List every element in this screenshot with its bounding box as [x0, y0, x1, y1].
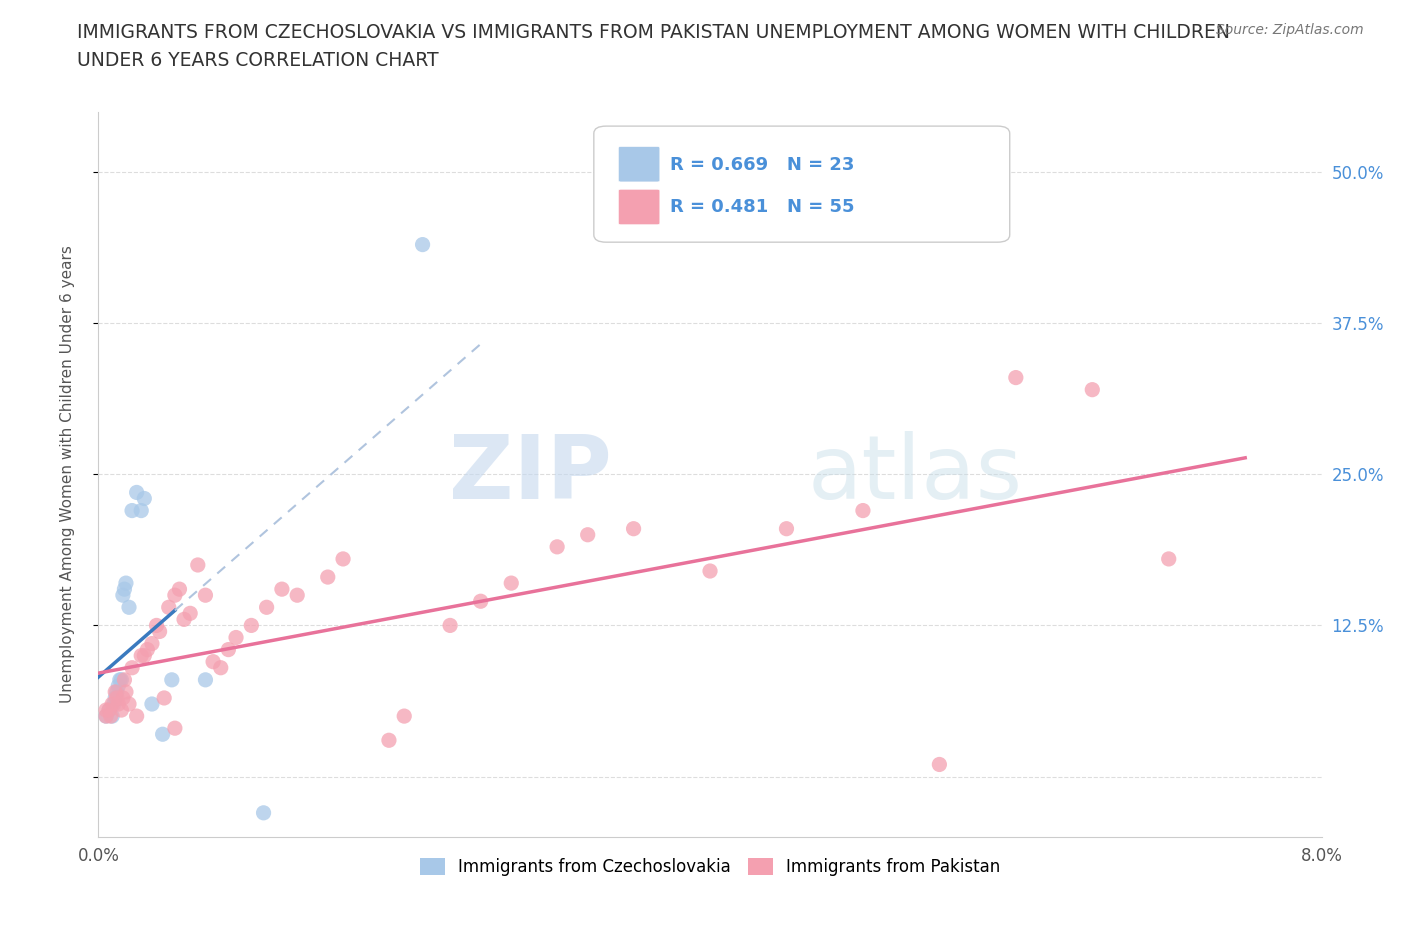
Point	[225, 631, 247, 645]
Text: UNDER 6 YEARS CORRELATION CHART: UNDER 6 YEARS CORRELATION CHART	[77, 51, 439, 70]
Point	[157, 600, 180, 615]
Point	[112, 672, 135, 687]
Point	[94, 703, 117, 718]
Point	[129, 503, 152, 518]
Point	[94, 709, 117, 724]
Point	[501, 576, 523, 591]
Point	[125, 709, 148, 724]
FancyBboxPatch shape	[619, 146, 659, 182]
Point	[94, 709, 117, 724]
Point	[470, 594, 492, 609]
Point	[118, 600, 141, 615]
Point	[194, 672, 217, 687]
Point	[105, 690, 128, 706]
Point	[121, 503, 143, 518]
Point	[149, 624, 172, 639]
FancyBboxPatch shape	[593, 126, 1010, 242]
Point	[105, 684, 128, 699]
Text: IMMIGRANTS FROM CZECHOSLOVAKIA VS IMMIGRANTS FROM PAKISTAN UNEMPLOYMENT AMONG WO: IMMIGRANTS FROM CZECHOSLOVAKIA VS IMMIGR…	[77, 23, 1230, 42]
Point	[179, 606, 201, 621]
Point	[104, 684, 127, 699]
Point	[100, 709, 122, 724]
Point	[240, 618, 263, 633]
Point	[107, 679, 129, 694]
Point	[209, 660, 232, 675]
Point	[104, 690, 127, 706]
Point	[160, 672, 183, 687]
Point	[108, 672, 131, 687]
Point	[111, 690, 134, 706]
Point	[169, 582, 191, 597]
Point	[316, 569, 339, 585]
Point	[256, 600, 278, 615]
Point	[152, 727, 174, 742]
Point	[115, 684, 138, 699]
Point	[623, 521, 645, 536]
Text: atlas: atlas	[808, 431, 1024, 518]
Point	[125, 485, 148, 500]
Point	[252, 805, 274, 820]
Point	[98, 703, 121, 718]
Text: R = 0.669   N = 23: R = 0.669 N = 23	[669, 155, 853, 174]
Point	[129, 648, 152, 663]
Point	[107, 697, 129, 711]
Point	[110, 672, 132, 687]
Point	[202, 655, 225, 670]
FancyBboxPatch shape	[619, 189, 659, 225]
Text: Source: ZipAtlas.com: Source: ZipAtlas.com	[1216, 23, 1364, 37]
Text: R = 0.481   N = 55: R = 0.481 N = 55	[669, 198, 855, 217]
Point	[775, 521, 797, 536]
Point	[852, 503, 875, 518]
Text: ZIP: ZIP	[450, 431, 612, 518]
Point	[121, 660, 143, 675]
Point	[928, 757, 950, 772]
Point	[194, 588, 217, 603]
Point	[136, 643, 159, 658]
Point	[173, 612, 195, 627]
Point	[110, 703, 132, 718]
Point	[412, 237, 434, 252]
Point	[285, 588, 308, 603]
Point	[103, 697, 125, 711]
Point	[141, 697, 163, 711]
Point	[163, 721, 186, 736]
Point	[378, 733, 401, 748]
Y-axis label: Unemployment Among Women with Children Under 6 years: Unemployment Among Women with Children U…	[60, 246, 75, 703]
Point	[187, 558, 209, 573]
Point	[115, 576, 138, 591]
Point	[576, 527, 599, 542]
Point	[145, 618, 167, 633]
Point	[163, 588, 186, 603]
Point	[101, 697, 124, 711]
Point	[153, 690, 176, 706]
Point	[217, 643, 239, 658]
Point	[134, 491, 156, 506]
Point	[134, 648, 156, 663]
Point	[1157, 551, 1180, 566]
Point	[118, 697, 141, 711]
Point	[98, 703, 121, 718]
Point	[270, 582, 294, 597]
Point	[1081, 382, 1104, 397]
Point	[1004, 370, 1026, 385]
Point	[332, 551, 354, 566]
Legend: Immigrants from Czechoslovakia, Immigrants from Pakistan: Immigrants from Czechoslovakia, Immigran…	[413, 852, 1007, 883]
Point	[546, 539, 568, 554]
Point	[439, 618, 461, 633]
Point	[141, 636, 163, 651]
Point	[111, 588, 134, 603]
Point	[101, 709, 124, 724]
Point	[392, 709, 416, 724]
Point	[112, 582, 135, 597]
Point	[699, 564, 721, 578]
